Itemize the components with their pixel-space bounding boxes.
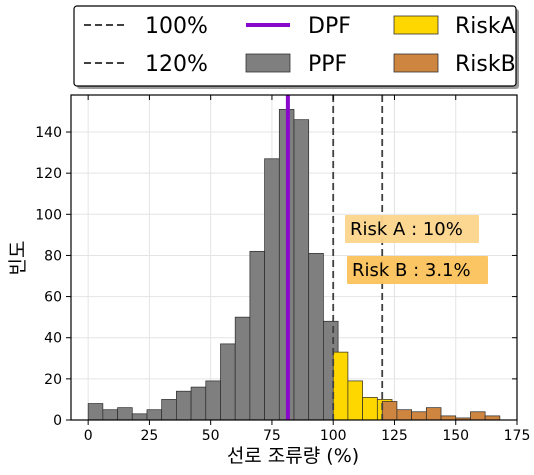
- bar-riskb: [470, 411, 486, 421]
- bar-ppf: [220, 343, 236, 421]
- y-tick-label: 0: [53, 413, 62, 429]
- legend-label-ppf: PPF: [308, 52, 347, 77]
- bar-riskb: [396, 409, 412, 421]
- y-tick-label: 100: [35, 207, 62, 223]
- y-tick-label: 120: [35, 166, 62, 182]
- bar-ppf: [308, 253, 324, 421]
- bar-ppf: [234, 316, 251, 421]
- bar-ppf: [131, 413, 148, 421]
- annotation-text: Risk A : 10%: [350, 219, 463, 240]
- annotation-text: Risk B : 3.1%: [352, 260, 471, 281]
- bar-riskb: [484, 415, 501, 421]
- bar-riska: [332, 351, 349, 421]
- bar-ppf: [264, 158, 280, 421]
- y-tick-label: 40: [44, 331, 62, 347]
- bar-riskb: [440, 415, 457, 421]
- axes-frame: [70, 94, 518, 421]
- bar-ppf: [205, 380, 221, 421]
- legend-swatch-riskb: [393, 53, 439, 73]
- legend-swatch-riska: [393, 15, 439, 35]
- x-tick-label: 50: [202, 428, 220, 444]
- bar-ppf: [102, 409, 118, 421]
- y-axis-label: 빈도: [7, 241, 29, 276]
- y-tick-label: 60: [44, 290, 62, 306]
- annotation-box: [347, 256, 488, 284]
- bar-riska: [362, 397, 378, 421]
- legend-swatch-ppf: [245, 53, 291, 73]
- bar-ppf: [176, 390, 192, 421]
- bar-riskb: [381, 401, 398, 421]
- bar-ppf: [249, 250, 265, 421]
- x-tick-label: 100: [320, 428, 347, 444]
- bar-ppf: [293, 119, 310, 421]
- x-tick-label: 25: [141, 428, 159, 444]
- legend-label-100: 100%: [145, 14, 208, 39]
- bar-ppf: [190, 386, 207, 421]
- legend: 100% 120% DPF PPF RiskA RiskB: [73, 5, 519, 89]
- bar-ppf: [117, 407, 133, 421]
- annotation-box: [345, 215, 479, 243]
- y-tick-label: 20: [44, 372, 62, 388]
- bar-riskb: [411, 411, 427, 421]
- x-tick-label: 125: [381, 428, 408, 444]
- bar-riska: [347, 380, 363, 421]
- bar-ppf: [161, 399, 177, 421]
- y-tick-label: 80: [44, 248, 62, 264]
- bar-ppf: [146, 409, 163, 421]
- x-tick-label: 0: [84, 428, 93, 444]
- legend-label-120: 120%: [145, 52, 208, 77]
- legend-frame: [73, 5, 517, 87]
- x-tick-label: 150: [442, 428, 469, 444]
- legend-label-dpf: DPF: [308, 14, 351, 39]
- plot-area: 0 25 50 75 100 125 150 175 0 20 40 60 80 100 120 140 Ris…: [35, 94, 531, 444]
- y-tick-label: 140: [35, 125, 62, 141]
- legend-label-riskb: RiskB: [455, 52, 516, 77]
- x-tick-label: 75: [263, 428, 281, 444]
- legend-label-riska: RiskA: [455, 14, 516, 39]
- bar-riskb: [425, 407, 442, 421]
- x-axis-label: 선로 조류량 (%): [227, 445, 359, 467]
- x-tick-label: 175: [504, 428, 531, 444]
- bar-ppf: [87, 403, 104, 421]
